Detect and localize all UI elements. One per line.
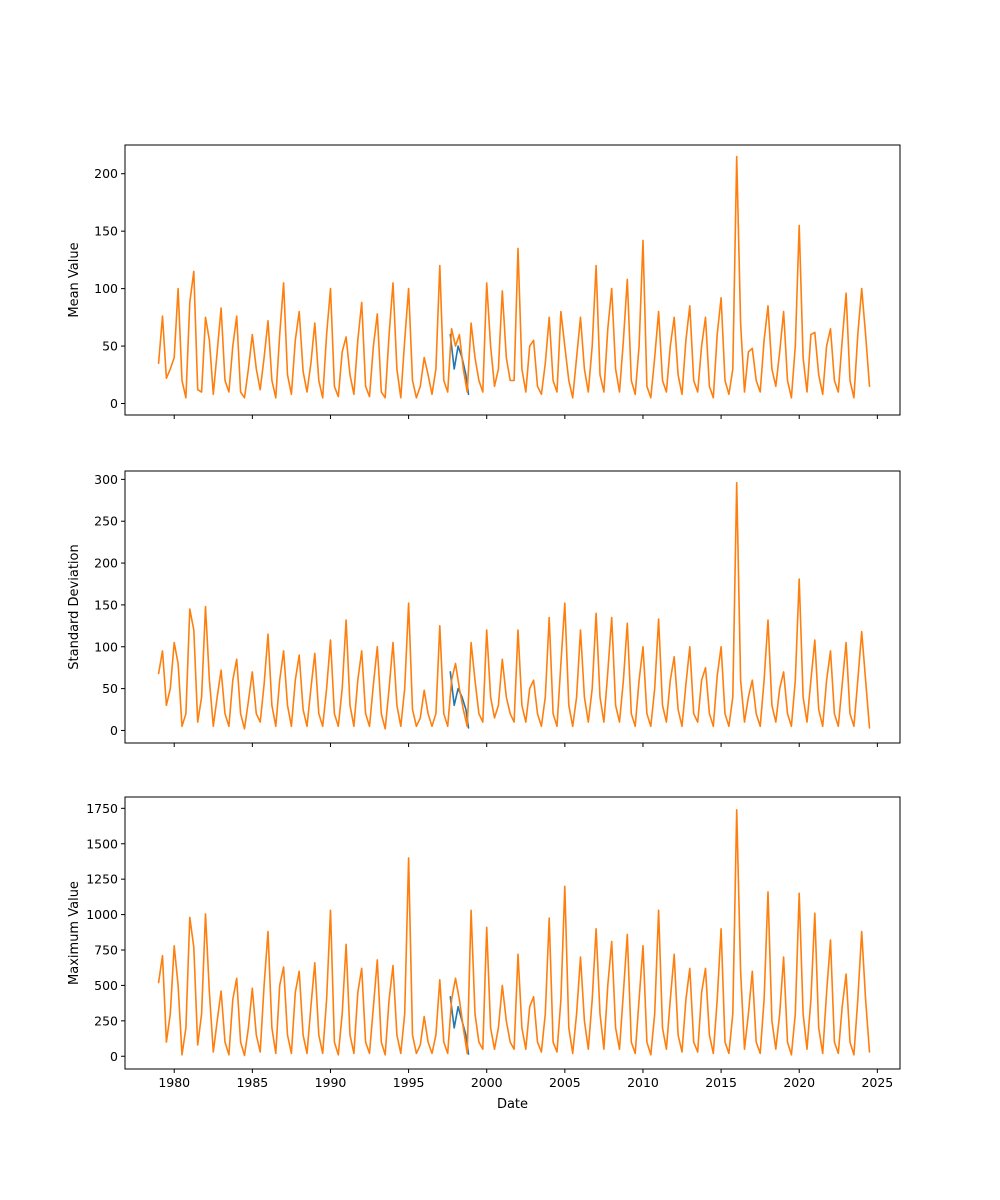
maximum-value-series-blue-line [449, 995, 470, 1055]
maximum-value-y-tick-label: 0 [110, 1049, 118, 1064]
mean-value-series-orange-line [157, 155, 871, 399]
maximum-value-y-tick-label: 1000 [86, 907, 118, 922]
maximum-value-y-tick-label: 1500 [86, 836, 118, 851]
maximum-value-x-tick-label: 1990 [315, 1075, 347, 1090]
standard-deviation-series-orange-line [157, 481, 871, 730]
mean-value-y-tick-label: 0 [110, 396, 118, 411]
maximum-value-axes-frame [124, 796, 901, 1070]
maximum-value-x-tick-label: 2000 [471, 1075, 503, 1090]
standard-deviation-lines [157, 481, 871, 730]
maximum-value-x-tick-label: 2005 [549, 1075, 581, 1090]
mean-value-y-tick-label: 150 [94, 224, 118, 239]
maximum-value-series-orange-line [157, 808, 871, 1057]
standard-deviation-y-tick-label: 50 [102, 681, 118, 696]
panel-std: 0 50 100 150 200 250 300 Standard Deviation [67, 470, 901, 747]
mean-value-series-blue-line [449, 333, 470, 396]
maximum-value-x-tick-label: 2015 [705, 1075, 737, 1090]
maximum-value-x-tick-label: 1995 [393, 1075, 425, 1090]
mean-value-y-axis-label: Mean Value [67, 242, 82, 317]
mean-value-y-tick-label: 100 [94, 281, 118, 296]
standard-deviation-y-tick-label: 300 [94, 472, 118, 487]
mean-value-lines [157, 155, 871, 399]
maximum-value-y-tick-label: 500 [94, 978, 118, 993]
maximum-value-lines [157, 808, 871, 1057]
maximum-value-x-tick-label: 2025 [861, 1075, 893, 1090]
maximum-value-y-ticks: 0 250 500 750 1000 1250 1500 1750 [86, 801, 125, 1064]
mean-value-y-ticks: 0 50 100 150 200 [94, 166, 125, 411]
standard-deviation-y-ticks: 0 50 100 150 200 250 300 [94, 472, 125, 738]
standard-deviation-y-tick-label: 150 [94, 597, 118, 612]
maximum-value-x-tick-label: 1980 [158, 1075, 190, 1090]
panel-mean: 0 50 100 150 200 Mean Value [67, 144, 901, 419]
maximum-value-y-tick-label: 1250 [86, 872, 118, 887]
standard-deviation-y-tick-label: 0 [110, 723, 118, 738]
maximum-value-x-tick-label: 2010 [627, 1075, 659, 1090]
maximum-value-y-axis-label: Maximum Value [67, 881, 82, 985]
standard-deviation-y-tick-label: 100 [94, 639, 118, 654]
maximum-value-x-tick-label: 1985 [236, 1075, 268, 1090]
maximum-value-y-tick-label: 1750 [86, 801, 118, 816]
mean-value-x-ticks [173, 415, 878, 419]
standard-deviation-y-axis-label: Standard Deviation [67, 544, 82, 669]
maximum-value-x-ticks: 1980 1985 1990 1995 2000 2005 2010 2015 2020 2025 [158, 1069, 893, 1090]
mean-value-y-tick-label: 50 [102, 339, 118, 354]
maximum-value-y-tick-label: 250 [94, 1013, 118, 1028]
standard-deviation-x-ticks [173, 743, 878, 747]
standard-deviation-y-tick-label: 200 [94, 556, 118, 571]
standard-deviation-axes-frame [124, 470, 901, 744]
standard-deviation-y-tick-label: 250 [94, 514, 118, 529]
mean-value-y-tick-label: 200 [94, 166, 118, 181]
maximum-value-y-tick-label: 750 [94, 943, 118, 958]
maximum-value-x-tick-label: 2020 [783, 1075, 815, 1090]
mean-value-axes-frame [124, 144, 901, 416]
maximum-value-x-axis-label: Date [497, 1097, 528, 1112]
